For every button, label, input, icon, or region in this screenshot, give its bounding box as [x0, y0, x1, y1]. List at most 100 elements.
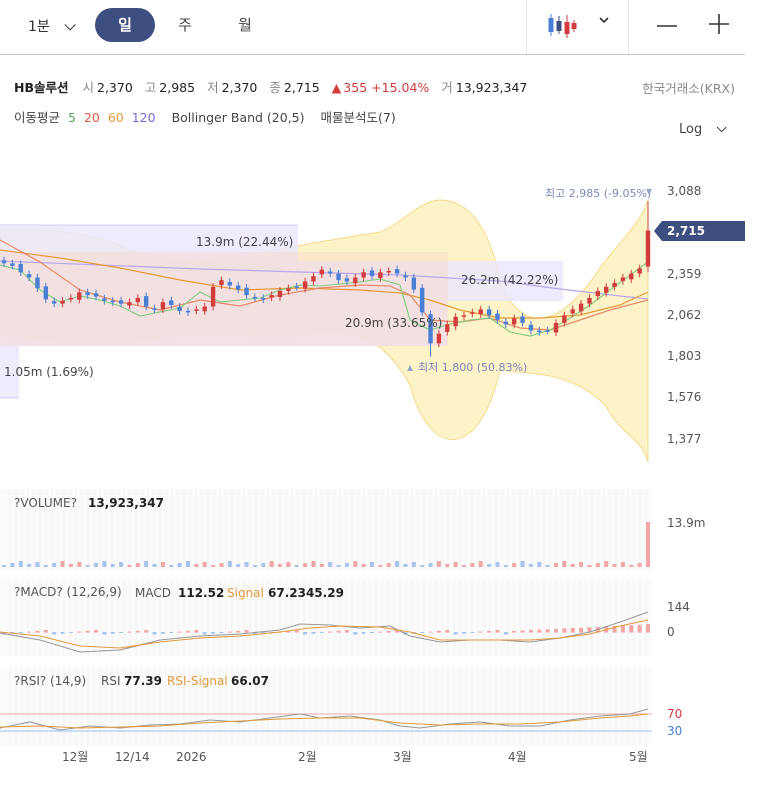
candle [277, 290, 283, 297]
macd-histogram-bar [428, 631, 433, 633]
volume-bar [436, 561, 441, 567]
candle [587, 297, 592, 304]
candle [319, 269, 325, 275]
volume-bar [244, 562, 249, 567]
tab-week[interactable]: 주 [165, 8, 205, 42]
candle [210, 286, 216, 307]
zoom-in-button[interactable] [707, 12, 731, 36]
macd-histogram-bar [353, 632, 358, 635]
volume-label: 거 [441, 80, 453, 95]
macd-histogram-bar [160, 632, 165, 634]
volume-axis-label: 13.9m [667, 516, 705, 530]
volume-bar [395, 561, 400, 567]
period-dropdown[interactable]: 1분 [28, 16, 76, 36]
macd-histogram-bar [194, 630, 199, 633]
volume-bar [261, 563, 266, 567]
scale-dropdown[interactable]: Log [679, 122, 727, 137]
macd-histogram-bar [512, 630, 517, 633]
volume-profile-label: 1.05m (1.69%) [4, 365, 94, 379]
macd-histogram-bar [386, 630, 391, 633]
macd-histogram-bar [537, 629, 542, 633]
tab-month[interactable]: 월 [225, 8, 265, 42]
volume-bar [311, 561, 316, 567]
macd-histogram-bar [177, 631, 182, 633]
candle [227, 281, 233, 286]
macd-histogram-bar [102, 632, 107, 635]
candle [486, 309, 492, 316]
bollinger-label[interactable]: Bollinger Band (20,5) [171, 110, 305, 125]
macd-histogram-bar [646, 624, 650, 633]
macd-histogram-bar [495, 630, 500, 633]
candle [261, 297, 266, 300]
ma5-label: 5 [68, 110, 76, 125]
candle [603, 286, 609, 293]
rsi-axis-label: 70 [667, 707, 682, 721]
macd-histogram-bar [445, 630, 450, 633]
volume-bar [52, 563, 57, 567]
volume-bar [77, 562, 82, 567]
chart-type-button[interactable] [546, 12, 616, 40]
candle [629, 273, 634, 280]
macd-axis-label: 0 [667, 625, 675, 639]
volume-bar [127, 565, 132, 567]
ma60-label: 60 [107, 110, 124, 125]
candle [286, 288, 291, 291]
volume-bar [236, 564, 241, 567]
moving-average-label[interactable]: 이동평균 [14, 110, 61, 125]
volume-bar [18, 561, 23, 567]
volume-bar [512, 563, 517, 567]
volume-bar [612, 564, 617, 567]
volume-bar [94, 563, 98, 567]
zoom-out-button[interactable] [655, 14, 679, 38]
volume-bar [637, 563, 642, 567]
volume-bar [10, 563, 15, 567]
volume-title: ?VOLUME? [14, 496, 77, 510]
volume-profile-bar [0, 301, 447, 346]
volume-bar [386, 563, 391, 567]
volume-bar [453, 562, 458, 567]
candle [10, 263, 15, 266]
macd-histogram-bar [378, 631, 383, 633]
candle [553, 322, 559, 333]
volume-profile-bar [0, 225, 298, 261]
candle-series [1, 201, 651, 357]
candle [302, 281, 308, 289]
open-label: 시 [82, 80, 94, 95]
candle [436, 333, 442, 344]
tab-day[interactable]: 일 [95, 8, 155, 42]
volume-bar [428, 563, 433, 567]
volume-bar [344, 563, 349, 567]
candle [143, 296, 149, 307]
current-price-value: 2,715 [667, 224, 705, 238]
macd-histogram-bar [244, 630, 249, 633]
macd-histogram-bar [144, 630, 149, 633]
volume-bar [562, 561, 567, 567]
candle [252, 296, 258, 299]
volume-bar [110, 564, 115, 567]
candle [378, 272, 383, 279]
macd-histogram-bar [336, 630, 341, 633]
tab-day-label: 일 [118, 16, 132, 34]
candle [77, 292, 82, 300]
volume-bar [554, 563, 558, 567]
macd-histogram-bar [311, 632, 316, 634]
macd-histogram-bar [604, 626, 609, 633]
candle [495, 313, 500, 320]
candle [235, 285, 241, 290]
rsi-signal-value: 66.07 [231, 674, 269, 688]
macd-histogram-bar [135, 630, 140, 633]
candle [562, 315, 567, 323]
tab-month-label: 월 [238, 16, 252, 34]
volume-bar [252, 565, 257, 567]
candle [453, 316, 458, 327]
x-axis-label: 12/14 [115, 750, 150, 764]
macd-histogram-bar [211, 632, 216, 634]
volume-profile-label[interactable]: 매물분석도(7) [320, 110, 396, 125]
volume-bar [286, 562, 291, 567]
ma20-label: 20 [83, 110, 100, 125]
volume-bar [646, 522, 650, 567]
candle [127, 302, 132, 306]
candle [1, 260, 7, 264]
volume-bar [227, 561, 232, 567]
candle [160, 302, 166, 310]
